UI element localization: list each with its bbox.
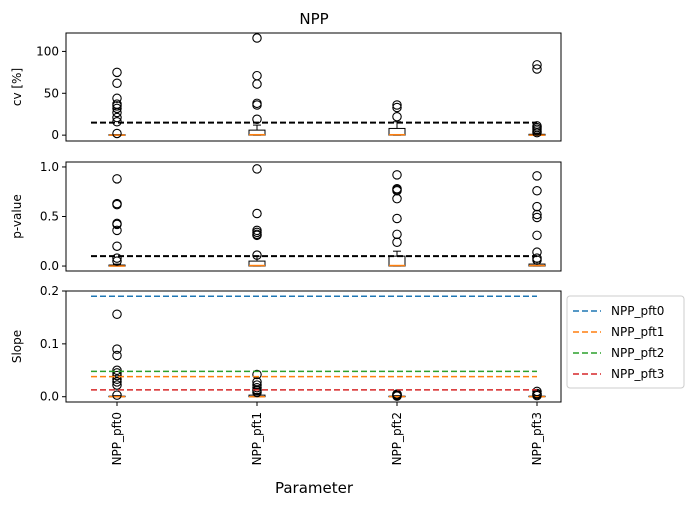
box-iqr	[388, 255, 406, 267]
outlier-point	[112, 380, 122, 390]
box-NPP_pft2	[388, 170, 406, 267]
outlier-point	[112, 365, 122, 376]
outlier-point	[532, 64, 542, 74]
y-axis-label: cv [%]	[10, 68, 24, 106]
x-tick-label: NPP_pft2	[390, 412, 404, 465]
chart-legend: NPP_pft0 NPP_pft1 NPP_pft2 NPP_pft3	[566, 295, 685, 389]
legend-box	[566, 295, 685, 389]
panel-p-value: 0.0 0.5 1.0 p-value	[10, 160, 562, 273]
outlier-point	[252, 387, 262, 398]
box-NPP_pft1	[248, 33, 266, 136]
box-NPP_pft1	[248, 164, 266, 267]
outlier-point	[112, 93, 122, 104]
outlier-point	[392, 213, 402, 224]
y-tick-label: 0.0	[40, 259, 59, 273]
outlier-point	[112, 103, 122, 114]
outlier-point	[112, 128, 122, 139]
outlier-point	[112, 199, 122, 210]
outlier-point	[112, 107, 122, 118]
outlier-point	[112, 253, 122, 263]
y-tick-label: 0	[51, 128, 59, 142]
outlier-point	[252, 250, 262, 260]
x-axis-label: Parameter	[275, 479, 354, 497]
y-tick-label: 0.5	[40, 210, 59, 224]
x-tick-label: NPP_pft1	[250, 412, 264, 465]
chart-panels: 0 50 100 cv [%] 0.0 0.5 1.0 p-value 0.0 0.1 0.2 Slo…	[10, 32, 562, 404]
outlier-point	[532, 390, 542, 401]
box-NPP_pft1	[248, 369, 266, 398]
outlier-point	[392, 100, 402, 110]
box-NPP_pft3	[528, 171, 546, 267]
outlier-point	[392, 170, 402, 180]
plot-frame	[65, 161, 562, 272]
box-NPP_pft3	[528, 60, 546, 138]
box-NPP_pft0	[108, 67, 126, 139]
y-tick-label: 1.0	[40, 160, 59, 174]
outlier-point	[252, 230, 262, 241]
outlier-point	[532, 209, 542, 220]
chart-title: NPP	[299, 10, 328, 28]
outlier-point	[392, 391, 402, 401]
box-NPP_pft2	[388, 100, 406, 136]
outlier-point	[252, 208, 262, 219]
outlier-point	[532, 127, 542, 138]
outlier-point	[252, 100, 262, 110]
panel-slope: 0.0 0.1 0.2 Slope	[10, 284, 562, 404]
box-NPP_pft0	[108, 309, 126, 400]
outlier-point	[252, 164, 262, 174]
panel-cv: 0 50 100 cv [%]	[10, 32, 562, 142]
outlier-point	[252, 33, 262, 43]
outlier-point	[112, 225, 122, 236]
outlier-point	[532, 185, 542, 196]
outlier-point	[392, 237, 402, 248]
outlier-point	[392, 102, 402, 113]
outlier-point	[112, 174, 122, 184]
outlier-point	[112, 370, 122, 381]
outlier-point	[532, 171, 542, 181]
y-tick-label: 0.1	[40, 337, 59, 351]
outlier-point	[252, 369, 262, 380]
legend-label: NPP_pft2	[611, 346, 664, 360]
outlier-point	[112, 256, 122, 266]
outlier-point	[112, 368, 122, 378]
y-axis-label: Slope	[10, 330, 24, 363]
x-tick-label: NPP_pft3	[530, 412, 544, 465]
outlier-point	[252, 79, 262, 89]
outlier-point	[112, 350, 122, 361]
outlier-point	[112, 78, 122, 88]
outlier-point	[112, 101, 122, 111]
y-tick-label: 50	[44, 86, 59, 100]
y-tick-label: 0.0	[40, 390, 59, 404]
plot-frame	[65, 32, 562, 142]
outlier-point	[532, 60, 542, 70]
outlier-point	[112, 309, 122, 320]
box-NPP_pft0	[108, 174, 126, 267]
outlier-point	[112, 390, 122, 400]
y-axis-label: p-value	[10, 194, 24, 238]
outlier-point	[112, 112, 122, 123]
x-tick-label: NPP_pft0	[110, 412, 124, 465]
outlier-point	[112, 344, 122, 354]
outlier-point	[392, 229, 402, 240]
outlier-point	[252, 70, 262, 81]
legend-label: NPP_pft0	[611, 304, 664, 318]
outlier-point	[112, 377, 122, 387]
outlier-point	[112, 374, 122, 385]
outlier-point	[112, 67, 122, 78]
y-tick-label: 0.2	[40, 284, 59, 298]
x-axis-ticks: NPP_pft0 NPP_pft1 NPP_pft2 NPP_pft3	[110, 402, 544, 465]
plot-frame	[65, 290, 562, 403]
outlier-point	[392, 193, 402, 204]
outlier-point	[392, 111, 402, 122]
outlier-point	[532, 201, 542, 212]
outlier-point	[112, 241, 122, 251]
outlier-point	[532, 230, 542, 241]
y-tick-label: 100	[36, 44, 59, 58]
legend-label: NPP_pft3	[611, 367, 664, 381]
box-NPP_pft2	[388, 389, 406, 401]
outlier-point	[112, 219, 122, 230]
legend-label: NPP_pft1	[611, 325, 664, 339]
outlier-point	[532, 212, 542, 223]
